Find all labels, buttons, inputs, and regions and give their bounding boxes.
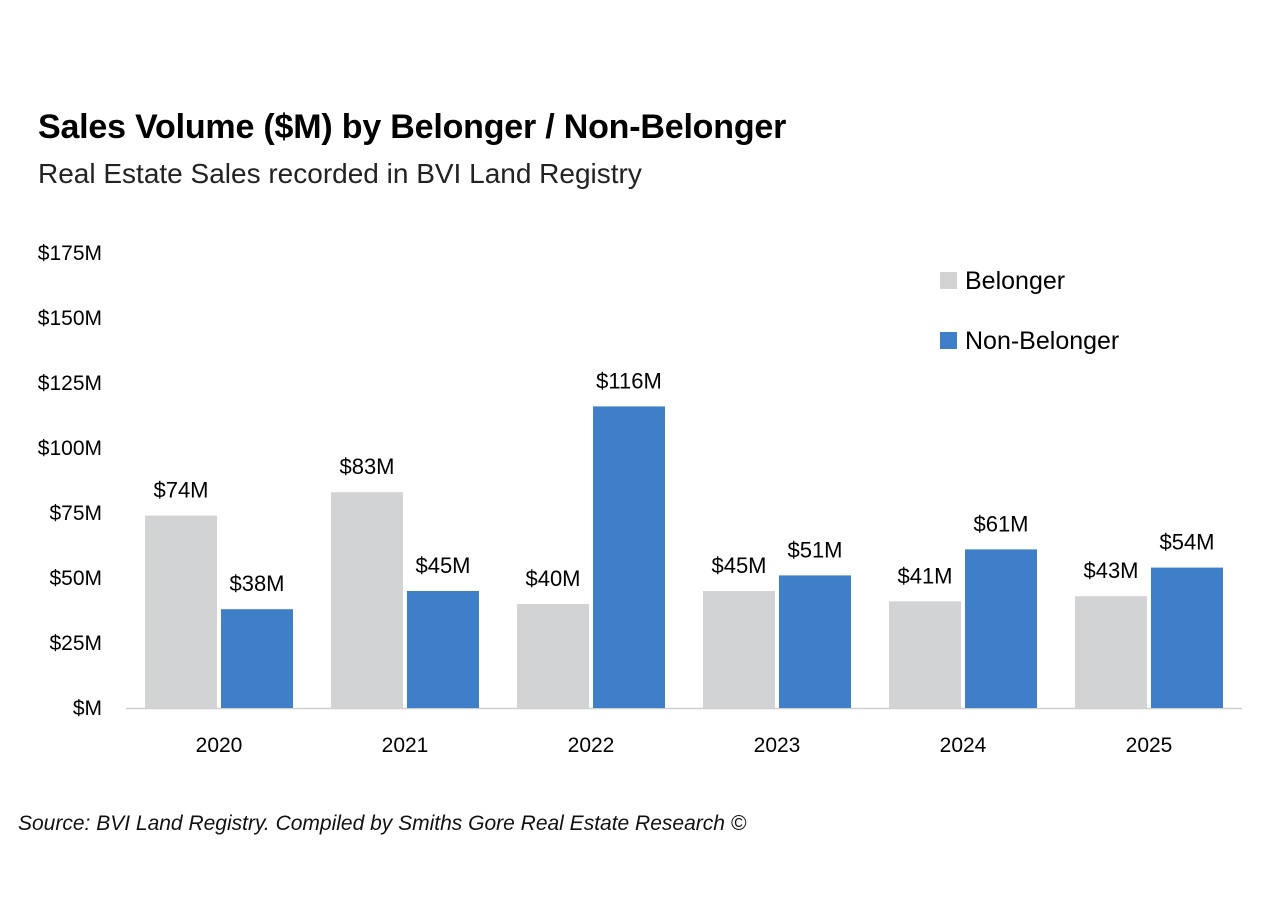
bar-non-belonger-2020 (221, 609, 293, 708)
x-tick-label: 2023 (754, 734, 801, 757)
x-tick-label: 2024 (940, 734, 987, 757)
y-tick-label: $125M (38, 372, 102, 395)
x-tick-label: 2020 (196, 734, 243, 757)
data-label: $45M (711, 553, 766, 578)
bar-non-belonger-2025 (1151, 567, 1223, 708)
bar-belonger-2022 (517, 604, 589, 708)
data-label: $38M (229, 571, 284, 596)
bar-belonger-2020 (145, 515, 217, 708)
bar-belonger-2025 (1075, 596, 1147, 708)
data-label: $40M (525, 566, 580, 591)
y-tick-label: $M (73, 697, 102, 720)
data-label: $51M (787, 537, 842, 562)
y-tick-label: $50M (49, 567, 102, 590)
x-tick-label: 2025 (1126, 734, 1173, 757)
chart-subtitle: Real Estate Sales recorded in BVI Land R… (38, 158, 642, 189)
y-tick-label: $150M (38, 307, 102, 330)
data-label: $116M (596, 368, 662, 393)
bar-belonger-2023 (703, 591, 775, 708)
bar-non-belonger-2023 (779, 575, 851, 708)
legend-label: Non-Belonger (965, 327, 1119, 355)
data-label: $45M (415, 553, 470, 578)
data-label: $74M (153, 478, 208, 503)
bar-belonger-2021 (331, 492, 403, 708)
legend-swatch-belonger (940, 272, 957, 289)
legend-label: Belonger (965, 267, 1065, 295)
y-tick-label: $175M (38, 242, 102, 265)
chart-title: Sales Volume ($M) by Belonger / Non-Belo… (38, 108, 787, 146)
data-label: $41M (897, 563, 952, 588)
data-label: $54M (1159, 530, 1214, 555)
bar-non-belonger-2024 (965, 549, 1037, 708)
x-tick-label: 2022 (568, 734, 615, 757)
y-tick-label: $25M (49, 632, 102, 655)
legend-swatch-non-belonger (940, 332, 957, 349)
bar-non-belonger-2021 (407, 591, 479, 708)
data-label: $83M (339, 454, 394, 479)
y-tick-label: $100M (38, 437, 102, 460)
x-tick-label: 2021 (382, 734, 429, 757)
bar-belonger-2024 (889, 601, 961, 708)
y-tick-label: $75M (49, 502, 102, 525)
data-label: $61M (973, 511, 1028, 536)
source-note: Source: BVI Land Registry. Compiled by S… (18, 812, 747, 835)
bar-non-belonger-2022 (593, 406, 665, 708)
data-label: $43M (1083, 558, 1138, 583)
